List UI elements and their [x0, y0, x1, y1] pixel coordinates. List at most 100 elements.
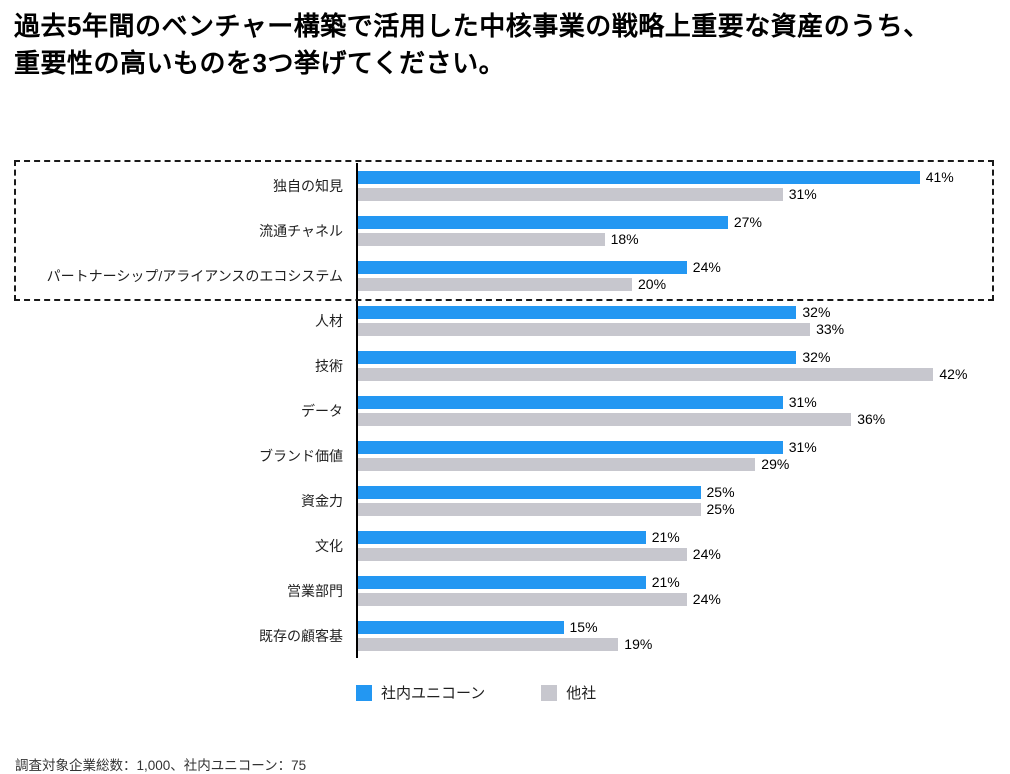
chart-row: ブランド価値 31% 29% [14, 433, 996, 478]
chart-row: 人材 32% 33% [14, 298, 996, 343]
legend-item: 他社 [541, 682, 596, 703]
bar-others [358, 412, 852, 426]
value-label: 24% [692, 546, 721, 562]
category-label: 独自の知見 [273, 177, 343, 194]
bar-group: 31% 29% [356, 433, 996, 478]
bar-line: 29% [358, 456, 996, 472]
value-label: 20% [638, 276, 667, 292]
value-label: 25% [706, 484, 735, 500]
bar-line: 19% [358, 636, 996, 652]
legend-label: 社内ユニコーン [381, 685, 486, 702]
bar-line: 27% [358, 214, 996, 230]
value-label: 21% [651, 529, 680, 545]
category-label: 資金力 [301, 492, 343, 509]
chart-row: パートナーシップ/アライアンスのエコシステム 24% 20% [14, 253, 996, 298]
bar-others [358, 187, 783, 201]
bar-group: 27% 18% [356, 208, 996, 253]
bar-unicorn [358, 395, 783, 409]
bar-line: 15% [358, 619, 996, 635]
value-label: 21% [651, 574, 680, 590]
bar-line: 18% [358, 231, 996, 247]
bar-others [358, 232, 605, 246]
value-label: 32% [802, 304, 831, 320]
source-note: 調査対象企業総数：1,000、社内ユニコーン：75 [15, 758, 307, 773]
category-label: 人材 [315, 312, 343, 329]
bar-line: 41% [358, 169, 996, 185]
bar-line: 33% [358, 321, 996, 337]
legend-item: 社内ユニコーン [356, 682, 485, 703]
bar-group: 21% 24% [356, 568, 996, 613]
value-label: 41% [925, 169, 954, 185]
bar-others [358, 637, 619, 651]
value-label: 42% [939, 366, 968, 382]
chart-row: 営業部門 21% 24% [14, 568, 996, 613]
category-label: ブランド価値 [259, 447, 343, 464]
chart-row: 流通チャネル 27% 18% [14, 208, 996, 253]
value-label: 27% [733, 214, 762, 230]
bar-unicorn [358, 620, 564, 634]
bar-line: 20% [358, 276, 996, 292]
bar-unicorn [358, 215, 728, 229]
value-label: 29% [761, 456, 790, 472]
legend-swatch-icon [356, 684, 372, 701]
chart-legend: 社内ユニコーン 他社 [356, 682, 596, 703]
value-label: 31% [788, 394, 817, 410]
bar-others [358, 277, 632, 291]
legend-label: 他社 [566, 685, 597, 702]
y-axis-line [356, 163, 358, 658]
chart-row: 文化 21% 24% [14, 523, 996, 568]
bar-line: 21% [358, 574, 996, 590]
bar-line: 24% [358, 259, 996, 275]
value-label: 25% [706, 501, 735, 517]
value-label: 24% [692, 591, 721, 607]
category-label: 技術 [315, 357, 343, 374]
bar-unicorn [358, 350, 797, 364]
value-label: 19% [624, 636, 653, 652]
bar-line: 32% [358, 349, 996, 365]
category-label: 流通チャネル [259, 222, 343, 239]
bar-unicorn [358, 440, 783, 454]
category-label: 営業部門 [287, 582, 343, 599]
value-label: 31% [788, 186, 817, 202]
bar-line: 31% [358, 186, 996, 202]
bar-unicorn [358, 170, 920, 184]
bar-group: 15% 19% [356, 613, 996, 658]
chart-row: データ 31% 36% [14, 388, 996, 433]
bar-unicorn [358, 575, 646, 589]
legend-swatch-icon [541, 684, 558, 701]
bar-line: 42% [358, 366, 996, 382]
bar-others [358, 547, 687, 561]
bar-line: 24% [358, 591, 996, 607]
value-label: 36% [857, 411, 886, 427]
category-label: 既存の顧客基 [259, 627, 343, 644]
chart-row: 資金力 25% 25% [14, 478, 996, 523]
chart-rows: 独自の知見 41% 31% 流通チャネル 27% 18% パートナーシップ/アライアンスのエ… [14, 163, 996, 658]
bar-group: 41% 31% [356, 163, 996, 208]
value-label: 32% [802, 349, 831, 365]
bar-line: 25% [358, 484, 996, 500]
bar-line: 21% [358, 529, 996, 545]
bar-group: 25% 25% [356, 478, 996, 523]
chart-row: 独自の知見 41% 31% [14, 163, 996, 208]
value-label: 18% [610, 231, 639, 247]
bar-unicorn [358, 305, 797, 319]
bar-others [358, 367, 934, 381]
chart-row: 既存の顧客基 15% 19% [14, 613, 996, 658]
bar-unicorn [358, 530, 646, 544]
bar-others [358, 322, 811, 336]
chart-row: 技術 32% 42% [14, 343, 996, 388]
category-label: データ [301, 402, 343, 419]
value-label: 24% [692, 259, 721, 275]
bar-line: 31% [358, 439, 996, 455]
page-title: 過去5年間のベンチャー構築で活用した中核事業の戦略上重要な資産のうち、 重要性の… [14, 8, 994, 82]
bar-group: 32% 42% [356, 343, 996, 388]
bar-unicorn [358, 260, 687, 274]
bar-line: 36% [358, 411, 996, 427]
bar-group: 32% 33% [356, 298, 996, 343]
page-title-line1: 過去5年間のベンチャー構築で活用した中核事業の戦略上重要な資産のうち、 [14, 11, 930, 41]
bar-group: 24% 20% [356, 253, 996, 298]
bar-group: 31% 36% [356, 388, 996, 433]
category-label: 文化 [315, 537, 343, 554]
value-label: 15% [569, 619, 598, 635]
